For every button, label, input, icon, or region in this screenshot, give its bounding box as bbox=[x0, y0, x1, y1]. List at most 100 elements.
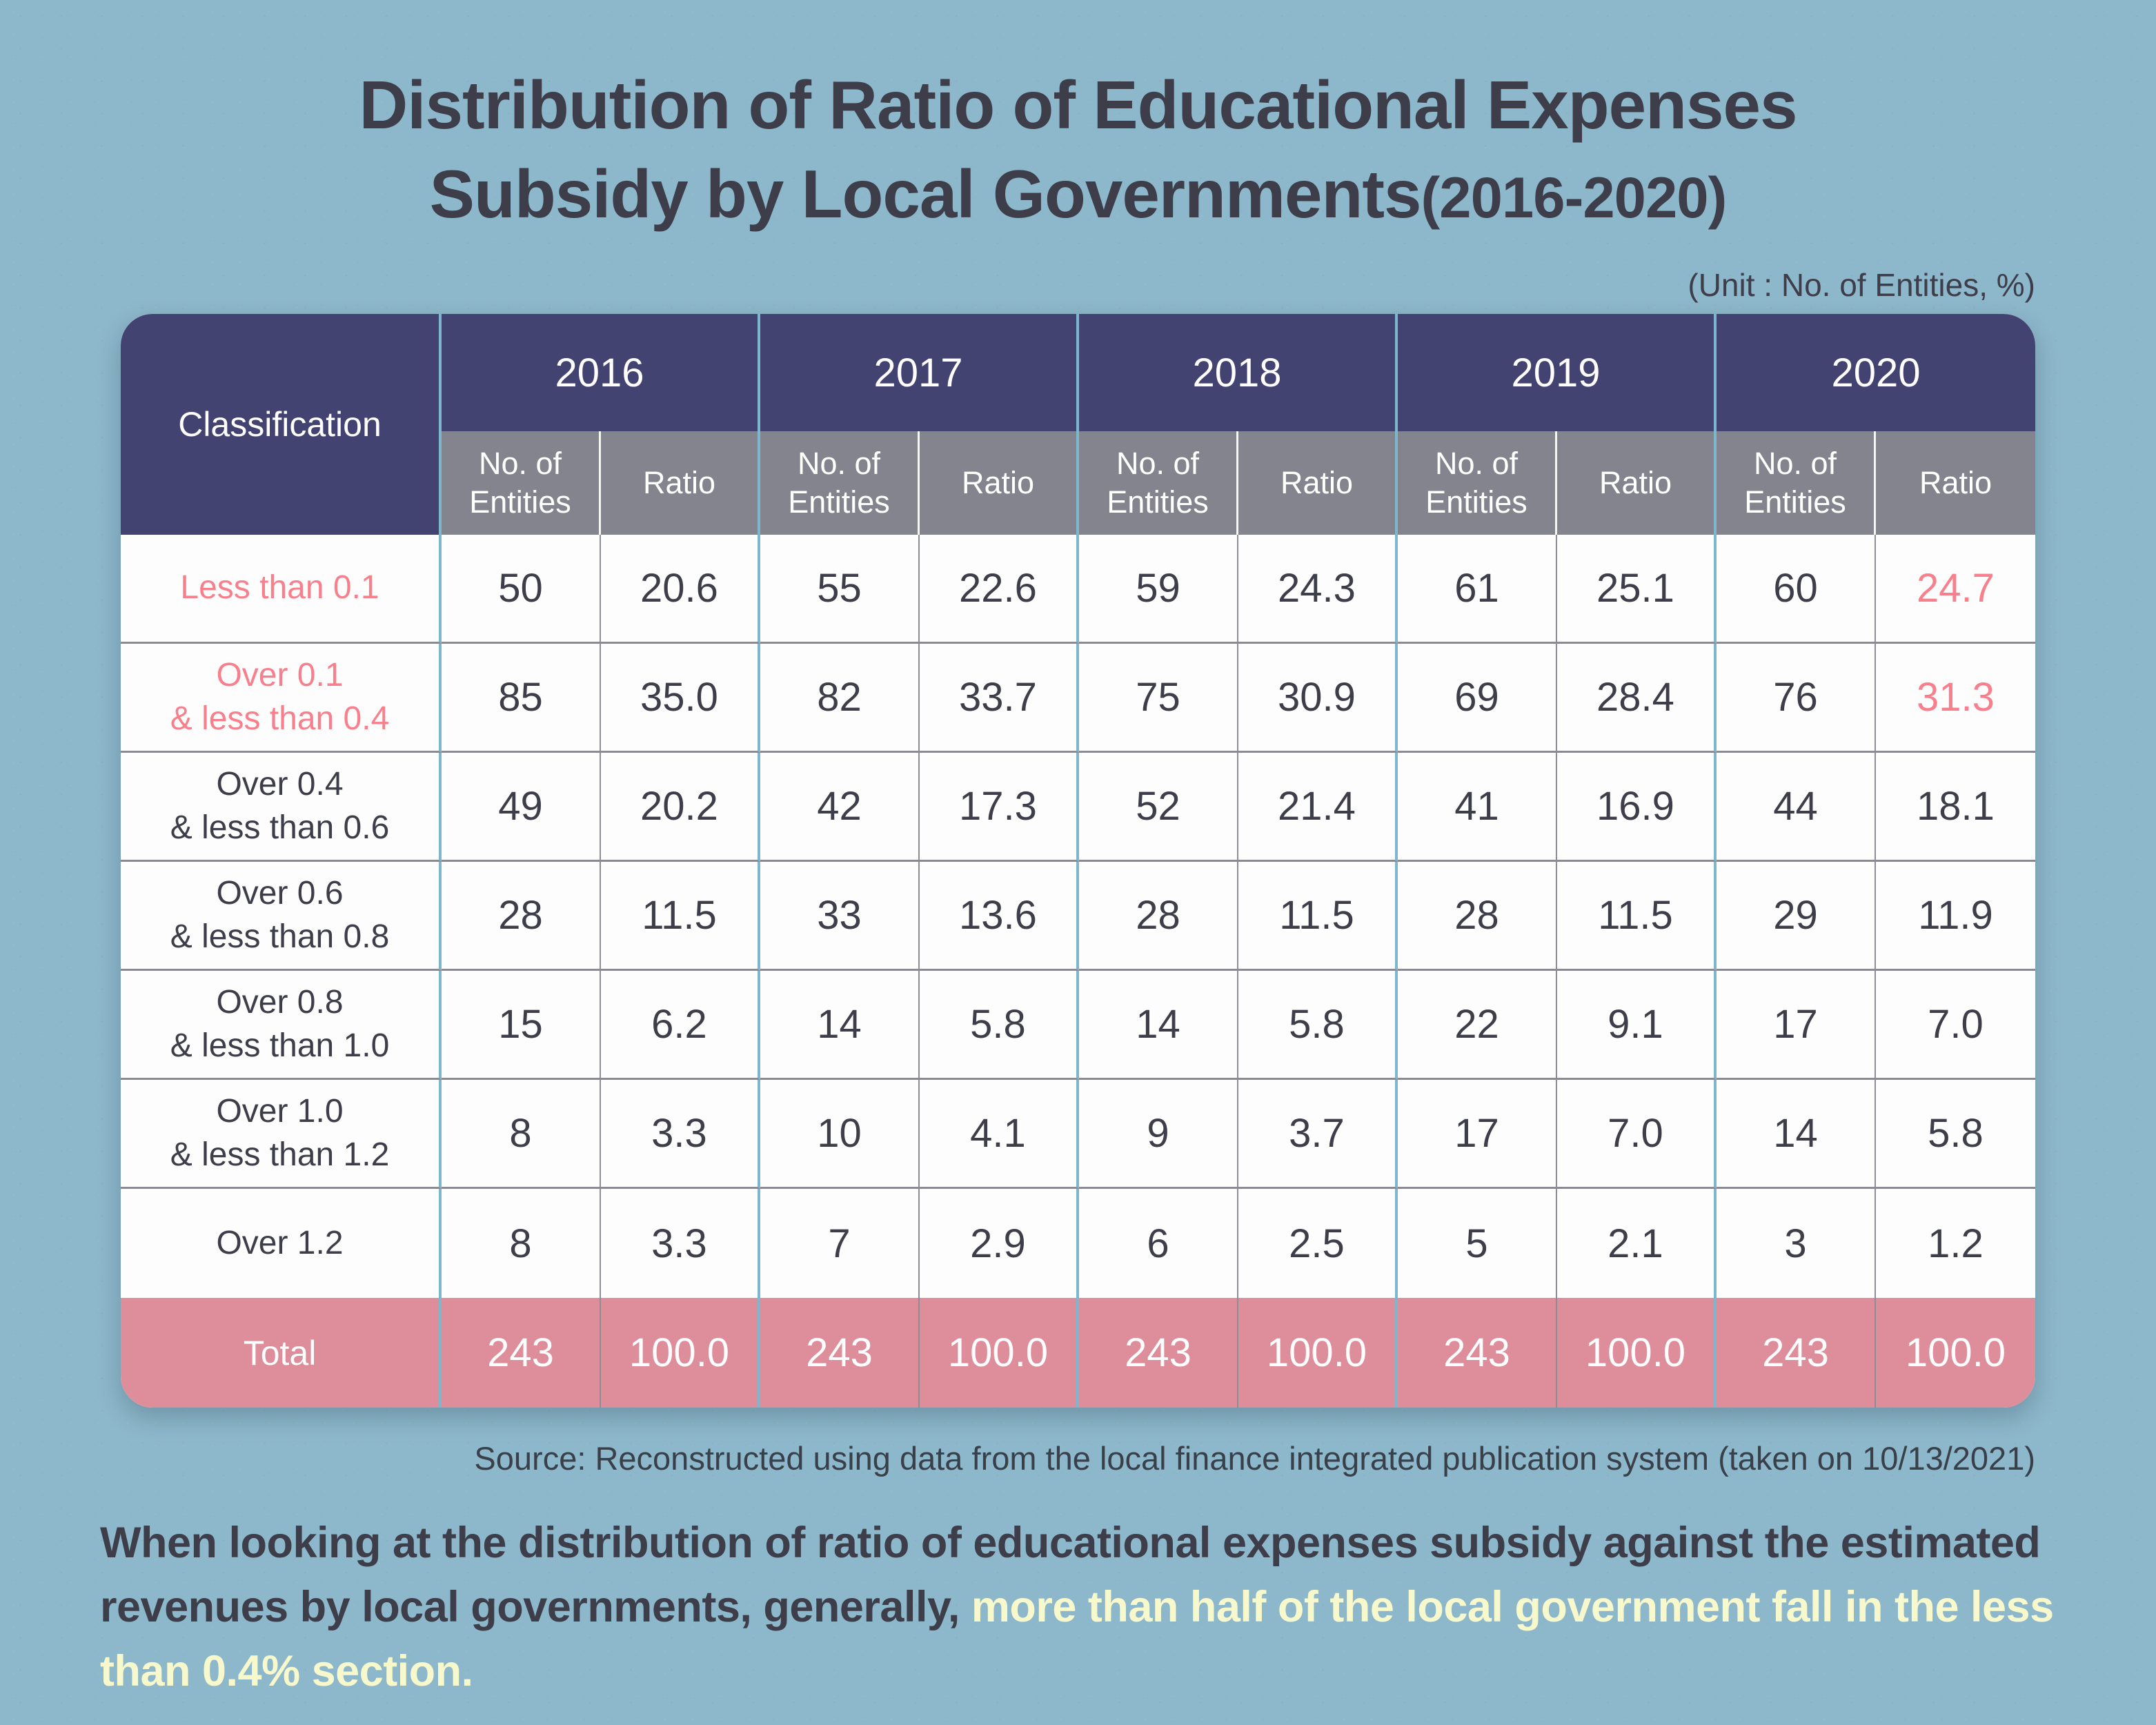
row-label-1: Over 0.1 & less than 0.4 bbox=[121, 644, 442, 753]
row-label-2: Over 0.4 & less than 0.6 bbox=[121, 753, 442, 862]
caption-normal-text: When looking at the distribution of rati… bbox=[100, 1519, 2041, 1632]
value-cell-3-2: 33 bbox=[760, 862, 920, 971]
value-cell-0-3: 22.6 bbox=[920, 535, 1079, 644]
value-cell-1-1: 35.0 bbox=[601, 644, 760, 753]
caption-highlight-text: more than half of the local government f… bbox=[100, 1583, 2054, 1696]
subheader-2016-ratio: Ratio bbox=[601, 431, 760, 535]
value-cell-0-5: 24.3 bbox=[1238, 535, 1398, 644]
value-cell-1-6: 69 bbox=[1398, 644, 1557, 753]
value-cell-3-6: 28 bbox=[1398, 862, 1557, 971]
total-value-8: 243 bbox=[1717, 1298, 1876, 1408]
subheader-2018-entities: No. of Entities bbox=[1079, 431, 1238, 535]
value-cell-5-2: 10 bbox=[760, 1080, 920, 1189]
total-value-4: 243 bbox=[1079, 1298, 1238, 1408]
value-cell-0-0: 50 bbox=[442, 535, 601, 644]
value-cell-2-8: 44 bbox=[1717, 753, 1876, 862]
value-cell-2-5: 21.4 bbox=[1238, 753, 1398, 862]
value-cell-1-9: 31.3 bbox=[1876, 644, 2035, 753]
total-value-7: 100.0 bbox=[1557, 1298, 1717, 1408]
total-label: Total bbox=[121, 1298, 442, 1408]
value-cell-2-0: 49 bbox=[442, 753, 601, 862]
value-cell-6-9: 1.2 bbox=[1876, 1189, 2035, 1298]
year-header-2019: 2019 bbox=[1398, 314, 1717, 431]
value-cell-2-2: 42 bbox=[760, 753, 920, 862]
value-cell-6-0: 8 bbox=[442, 1189, 601, 1298]
value-cell-0-6: 61 bbox=[1398, 535, 1557, 644]
value-cell-0-2: 55 bbox=[760, 535, 920, 644]
subheader-2019-entities: No. of Entities bbox=[1398, 431, 1557, 535]
row-label-4: Over 0.8 & less than 1.0 bbox=[121, 971, 442, 1080]
value-cell-4-9: 7.0 bbox=[1876, 971, 2035, 1080]
year-header-2016: 2016 bbox=[442, 314, 760, 431]
year-header-2020: 2020 bbox=[1717, 314, 2035, 431]
value-cell-6-3: 2.9 bbox=[920, 1189, 1079, 1298]
subheader-2016-entities: No. of Entities bbox=[442, 431, 601, 535]
row-label-0: Less than 0.1 bbox=[121, 535, 442, 644]
total-value-5: 100.0 bbox=[1238, 1298, 1398, 1408]
value-cell-6-6: 5 bbox=[1398, 1189, 1557, 1298]
value-cell-5-6: 17 bbox=[1398, 1080, 1557, 1189]
value-cell-5-0: 8 bbox=[442, 1080, 601, 1189]
subheader-2017-entities: No. of Entities bbox=[760, 431, 920, 535]
value-cell-4-2: 14 bbox=[760, 971, 920, 1080]
value-cell-5-3: 4.1 bbox=[920, 1080, 1079, 1189]
value-cell-2-6: 41 bbox=[1398, 753, 1557, 862]
value-cell-1-0: 85 bbox=[442, 644, 601, 753]
unit-note: (Unit : No. of Entities, %) bbox=[1688, 267, 2035, 303]
total-value-9: 100.0 bbox=[1876, 1298, 2035, 1408]
value-cell-2-1: 20.2 bbox=[601, 753, 760, 862]
subheader-2018-ratio: Ratio bbox=[1238, 431, 1398, 535]
caption: When looking at the distribution of rati… bbox=[100, 1511, 2094, 1704]
value-cell-3-4: 28 bbox=[1079, 862, 1238, 971]
subheader-2019-ratio: Ratio bbox=[1557, 431, 1717, 535]
value-cell-5-9: 5.8 bbox=[1876, 1080, 2035, 1189]
classification-header: Classification bbox=[121, 314, 442, 535]
value-cell-1-8: 76 bbox=[1717, 644, 1876, 753]
source-note: Source: Reconstructed using data from th… bbox=[474, 1440, 2035, 1477]
value-cell-6-8: 3 bbox=[1717, 1189, 1876, 1298]
value-cell-4-3: 5.8 bbox=[920, 971, 1079, 1080]
subheader-2017-ratio: Ratio bbox=[920, 431, 1079, 535]
value-cell-5-8: 14 bbox=[1717, 1080, 1876, 1189]
value-cell-4-4: 14 bbox=[1079, 971, 1238, 1080]
value-cell-0-7: 25.1 bbox=[1557, 535, 1717, 644]
value-cell-3-5: 11.5 bbox=[1238, 862, 1398, 971]
subheader-2020-entities: No. of Entities bbox=[1717, 431, 1876, 535]
total-value-0: 243 bbox=[442, 1298, 601, 1408]
total-value-3: 100.0 bbox=[920, 1298, 1079, 1408]
value-cell-4-8: 17 bbox=[1717, 971, 1876, 1080]
value-cell-6-4: 6 bbox=[1079, 1189, 1238, 1298]
value-cell-1-7: 28.4 bbox=[1557, 644, 1717, 753]
title-line2: Subsidy by Local Governments bbox=[429, 156, 1422, 233]
value-cell-3-3: 13.6 bbox=[920, 862, 1079, 971]
value-cell-3-9: 11.9 bbox=[1876, 862, 2035, 971]
distribution-table: Classification 2016 No. of Entities Ratio 20… bbox=[121, 314, 2035, 1408]
value-cell-6-7: 2.1 bbox=[1557, 1189, 1717, 1298]
value-cell-4-1: 6.2 bbox=[601, 971, 760, 1080]
value-cell-0-8: 60 bbox=[1717, 535, 1876, 644]
value-cell-3-0: 28 bbox=[442, 862, 601, 971]
value-cell-0-1: 20.6 bbox=[601, 535, 760, 644]
value-cell-2-4: 52 bbox=[1079, 753, 1238, 862]
value-cell-4-5: 5.8 bbox=[1238, 971, 1398, 1080]
value-cell-0-9: 24.7 bbox=[1876, 535, 2035, 644]
subheader-2020-ratio: Ratio bbox=[1876, 431, 2035, 535]
total-value-6: 243 bbox=[1398, 1298, 1557, 1408]
value-cell-5-5: 3.7 bbox=[1238, 1080, 1398, 1189]
title-year-range: (2016-2020) bbox=[1421, 166, 1728, 230]
year-header-2018: 2018 bbox=[1079, 314, 1398, 431]
row-label-3: Over 0.6 & less than 0.8 bbox=[121, 862, 442, 971]
value-cell-2-7: 16.9 bbox=[1557, 753, 1717, 862]
value-cell-2-9: 18.1 bbox=[1876, 753, 2035, 862]
value-cell-4-6: 22 bbox=[1398, 971, 1557, 1080]
value-cell-4-0: 15 bbox=[442, 971, 601, 1080]
value-cell-6-2: 7 bbox=[760, 1189, 920, 1298]
value-cell-4-7: 9.1 bbox=[1557, 971, 1717, 1080]
value-cell-3-8: 29 bbox=[1717, 862, 1876, 971]
value-cell-3-1: 11.5 bbox=[601, 862, 760, 971]
total-value-2: 243 bbox=[760, 1298, 920, 1408]
value-cell-2-3: 17.3 bbox=[920, 753, 1079, 862]
value-cell-5-4: 9 bbox=[1079, 1080, 1238, 1189]
value-cell-1-2: 82 bbox=[760, 644, 920, 753]
value-cell-1-3: 33.7 bbox=[920, 644, 1079, 753]
